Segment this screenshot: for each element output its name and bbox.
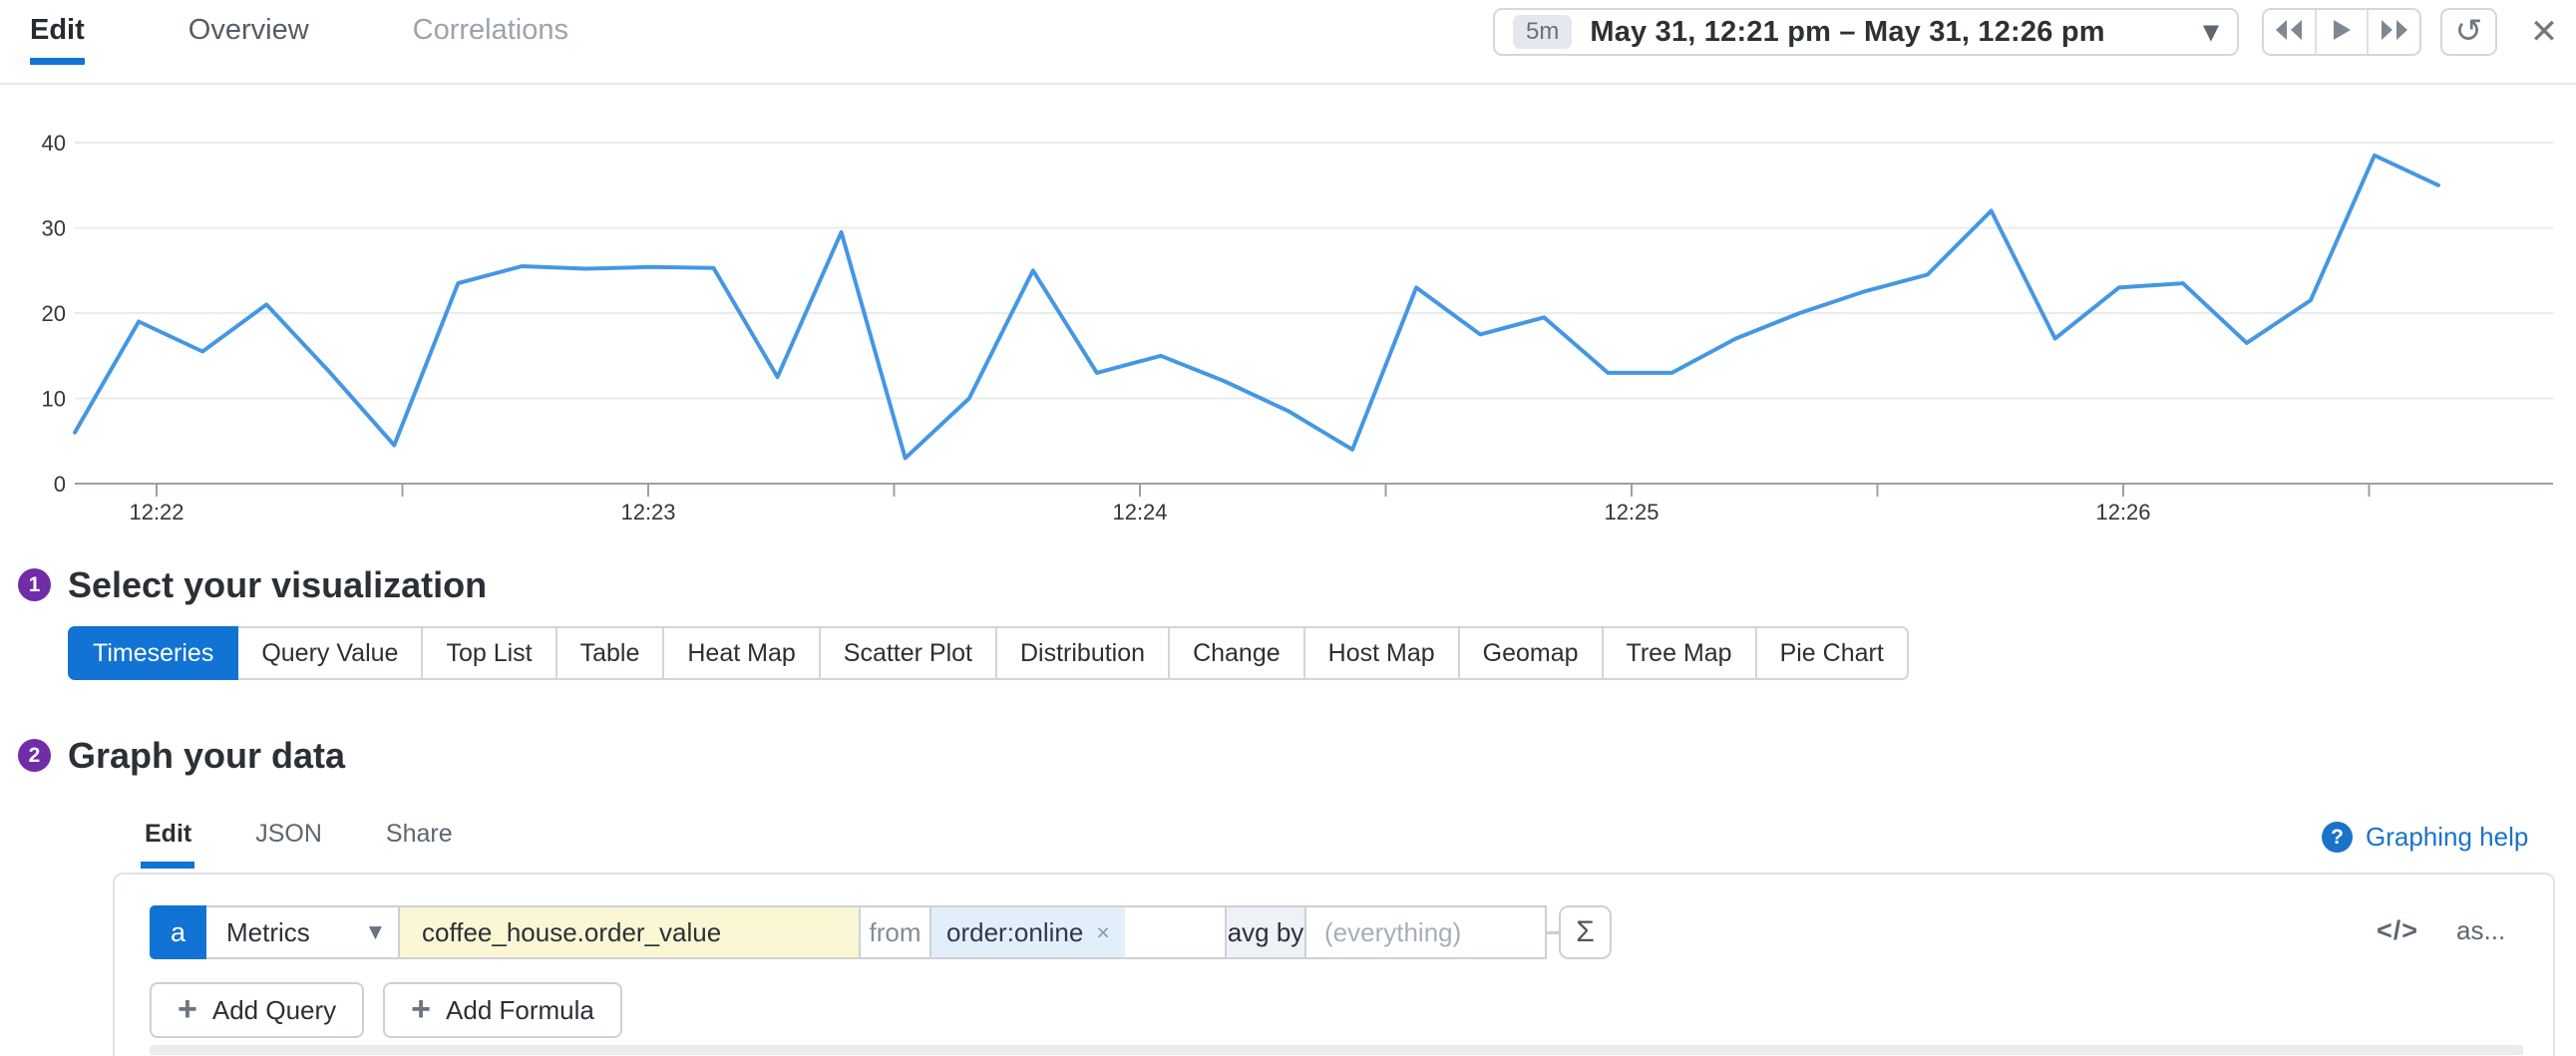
viz-button-geomap[interactable]: Geomap [1457,626,1604,680]
time-preset-badge: 5m [1513,15,1573,49]
svg-text:40: 40 [42,131,66,156]
time-backward-button[interactable] [2264,10,2315,54]
viz-button-timeseries[interactable]: Timeseries [68,626,239,680]
group-by-input[interactable]: (everything) [1304,905,1547,959]
top-tabs: Edit Overview Correlations [30,0,568,83]
editor-active-tab-underline [141,862,194,869]
from-label: from [859,905,931,959]
time-forward-button[interactable] [2367,10,2419,54]
viz-button-heat-map[interactable]: Heat Map [662,626,821,680]
graph-editor-tabs: Edit JSON Share [145,820,453,849]
graphing-help-label: Graphing help [2366,822,2529,852]
query-row-right-controls: </> as... [2377,915,2505,946]
filter-tag-input[interactable]: order:online × [929,905,1227,959]
refresh-icon: ↺ [2454,10,2483,50]
chevron-down-icon: ▼ [368,922,382,942]
visualization-type-bar: Timeseries Query Value Top List Table He… [68,626,1909,680]
connector-line [1547,930,1561,934]
add-buttons-row: + Add Query + Add Formula [150,982,622,1038]
close-icon: ✕ [2529,12,2559,52]
tab-correlations-label: Correlations [412,14,568,46]
play-icon [2330,17,2354,48]
svg-text:12:22: 12:22 [129,500,184,525]
data-source-value: Metrics [226,916,310,947]
viz-button-change[interactable]: Change [1168,626,1305,680]
svg-text:0: 0 [54,472,66,497]
active-tab-underline [30,58,85,65]
collapsed-section-divider[interactable] [150,1045,2523,1055]
header-bar: Edit Overview Correlations 5m May 31, 12… [0,0,2576,85]
time-nav-group [2262,8,2421,56]
tab-correlations[interactable]: Correlations [413,0,568,83]
metric-name-input[interactable]: coffee_house.order_value [398,905,861,959]
svg-text:12:26: 12:26 [2095,500,2150,525]
sigma-summary-button[interactable]: Σ [1559,905,1612,959]
svg-text:12:23: 12:23 [620,500,675,525]
svg-text:10: 10 [42,387,66,412]
editor-tab-edit[interactable]: Edit [145,820,192,848]
viz-button-tree-map[interactable]: Tree Map [1601,626,1757,680]
as-alias-button[interactable]: as... [2456,915,2506,945]
add-formula-button[interactable]: + Add Formula [383,982,622,1038]
time-range-label: May 31, 12:21 pm – May 31, 12:26 pm [1590,15,2105,48]
tab-overview-label: Overview [187,14,309,46]
graphing-help-link[interactable]: ? Graphing help [2322,822,2528,853]
viz-button-top-list[interactable]: Top List [421,626,557,680]
help-question-icon: ? [2322,822,2353,853]
svg-text:20: 20 [42,301,66,326]
add-query-label: Add Query [211,994,337,1025]
remove-tag-icon[interactable]: × [1096,918,1110,945]
viz-button-host-map[interactable]: Host Map [1302,626,1460,680]
viz-button-table[interactable]: Table [554,626,665,680]
plus-icon: + [178,989,197,1028]
add-formula-label: Add Formula [446,994,594,1025]
refresh-button[interactable]: ↺ [2440,8,2497,56]
viz-button-scatter-plot[interactable]: Scatter Plot [818,626,997,680]
skip-back-icon [2272,17,2306,48]
time-range-selector[interactable]: 5m May 31, 12:21 pm – May 31, 12:26 pm ▼ [1493,8,2239,56]
timeseries-chart[interactable]: 0 10 20 30 40 12:22 12:23 12:24 12:25 12:26 [0,0,2576,543]
add-query-button[interactable]: + Add Query [150,982,365,1038]
code-editor-icon[interactable]: </> [2377,915,2419,945]
query-row: a Metrics ▼ coffee_house.order_value fro… [150,905,1612,959]
plus-icon: + [411,989,432,1028]
editor-tab-json[interactable]: JSON [255,820,322,848]
time-play-button[interactable] [2314,10,2368,54]
tab-edit-label: Edit [30,14,85,46]
tab-edit[interactable]: Edit [30,0,85,83]
step-1-badge: 1 [18,568,51,601]
editor-tab-share[interactable]: Share [385,820,453,848]
viz-button-pie-chart[interactable]: Pie Chart [1754,626,1909,680]
svg-text:12:25: 12:25 [1604,500,1658,525]
close-button[interactable]: ✕ [2521,10,2567,54]
visualization-section-heading: Select your visualization [68,564,488,605]
viz-button-distribution[interactable]: Distribution [995,626,1171,680]
data-source-select[interactable]: Metrics ▼ [204,905,400,959]
chevron-down-icon: ▼ [2202,20,2219,44]
svg-text:30: 30 [42,216,66,241]
skip-forward-icon [2378,17,2411,48]
graph-section-heading: Graph your data [68,735,346,776]
filter-tag-chip: order:online × [931,907,1125,957]
query-letter-badge[interactable]: a [150,905,206,959]
svg-text:12:24: 12:24 [1112,500,1167,525]
filter-tag-label: order:online [946,916,1084,947]
aggregator-label[interactable]: avg by [1225,905,1306,959]
viz-button-query-value[interactable]: Query Value [236,626,424,680]
tab-overview[interactable]: Overview [188,0,309,83]
step-2-badge: 2 [18,739,51,772]
